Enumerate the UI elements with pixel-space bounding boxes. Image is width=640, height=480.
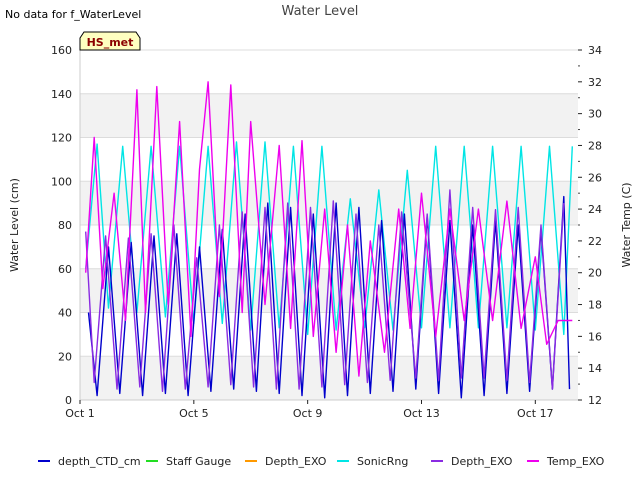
legend-label: depth_CTD_cm xyxy=(58,455,141,468)
legend-item: Staff Gauge xyxy=(146,455,231,468)
series-line-depth_exo xyxy=(85,189,565,392)
y2-tick-label: 32 xyxy=(588,76,602,89)
y-tick-label: 120 xyxy=(51,132,72,145)
legend-label: Depth_EXO xyxy=(265,455,327,468)
series-line-depth_ctd_cm xyxy=(87,195,571,399)
series-layer xyxy=(85,81,573,399)
y2-axis-label: Water Temp (C) xyxy=(620,182,633,267)
x-tick-label: Oct 13 xyxy=(403,407,440,420)
y-axis-label: Water Level (cm) xyxy=(8,178,21,272)
y2-tick-label: 12 xyxy=(588,394,602,407)
series-line-sonicrng xyxy=(85,141,573,336)
legend-label: Depth_EXO xyxy=(451,455,513,468)
grid-band xyxy=(80,356,578,400)
y2-tick-label: 16 xyxy=(588,330,602,343)
station-badge-shape xyxy=(79,31,141,51)
legend-item: depth_CTD_cm xyxy=(38,455,141,468)
legend-item: Temp_EXO xyxy=(527,455,605,468)
y-tick-label: 80 xyxy=(58,219,72,232)
y-tick-label: 40 xyxy=(58,307,72,320)
grid-band xyxy=(80,93,578,138)
y2-tick-label: 24 xyxy=(588,203,602,216)
legend: depth_CTD_cm Staff Gauge Depth_EXO SonicRng… xyxy=(38,455,605,468)
station-badge: HS_met xyxy=(79,31,141,51)
y-tick-label: 0 xyxy=(65,394,72,407)
y-tick-label: 60 xyxy=(58,263,72,276)
legend-item: Depth_EXO xyxy=(431,455,513,468)
y2-tick-label: 28 xyxy=(588,139,602,152)
y-tick-label: 20 xyxy=(58,350,72,363)
y-tick-label: 160 xyxy=(51,44,72,57)
no-data-note: No data for f_WaterLevel xyxy=(5,8,141,21)
y-tick-label: 140 xyxy=(51,88,72,101)
legend-label: Temp_EXO xyxy=(546,455,605,468)
y2-tick-label: 34 xyxy=(588,44,602,57)
y-tick-label: 100 xyxy=(51,175,72,188)
y2-tick-label: 22 xyxy=(588,235,602,248)
y2-tick-label: 14 xyxy=(588,362,602,375)
axes: 0 20 40 60 80 100 120 140 160 12 14 16 18 20 22 24 26 28 3… xyxy=(51,44,602,420)
y2-tick-label: 20 xyxy=(588,267,602,280)
y2-tick-label: 26 xyxy=(588,171,602,184)
x-tick-label: Oct 9 xyxy=(293,407,323,420)
x-tick-label: Oct 1 xyxy=(65,407,95,420)
x-tick-label: Oct 17 xyxy=(517,407,554,420)
y2-tick-label: 30 xyxy=(588,108,602,121)
series-line-temp_exo xyxy=(85,81,573,377)
legend-item: SonicRng xyxy=(337,455,408,468)
x-tick-label: Oct 5 xyxy=(179,407,209,420)
y2-tick-label: 18 xyxy=(588,299,602,312)
station-label: HS_met xyxy=(87,36,134,49)
chart-title: Water Level xyxy=(282,4,359,19)
legend-item: Depth_EXO xyxy=(245,455,327,468)
legend-label: SonicRng xyxy=(357,455,408,468)
legend-label: Staff Gauge xyxy=(166,455,231,468)
